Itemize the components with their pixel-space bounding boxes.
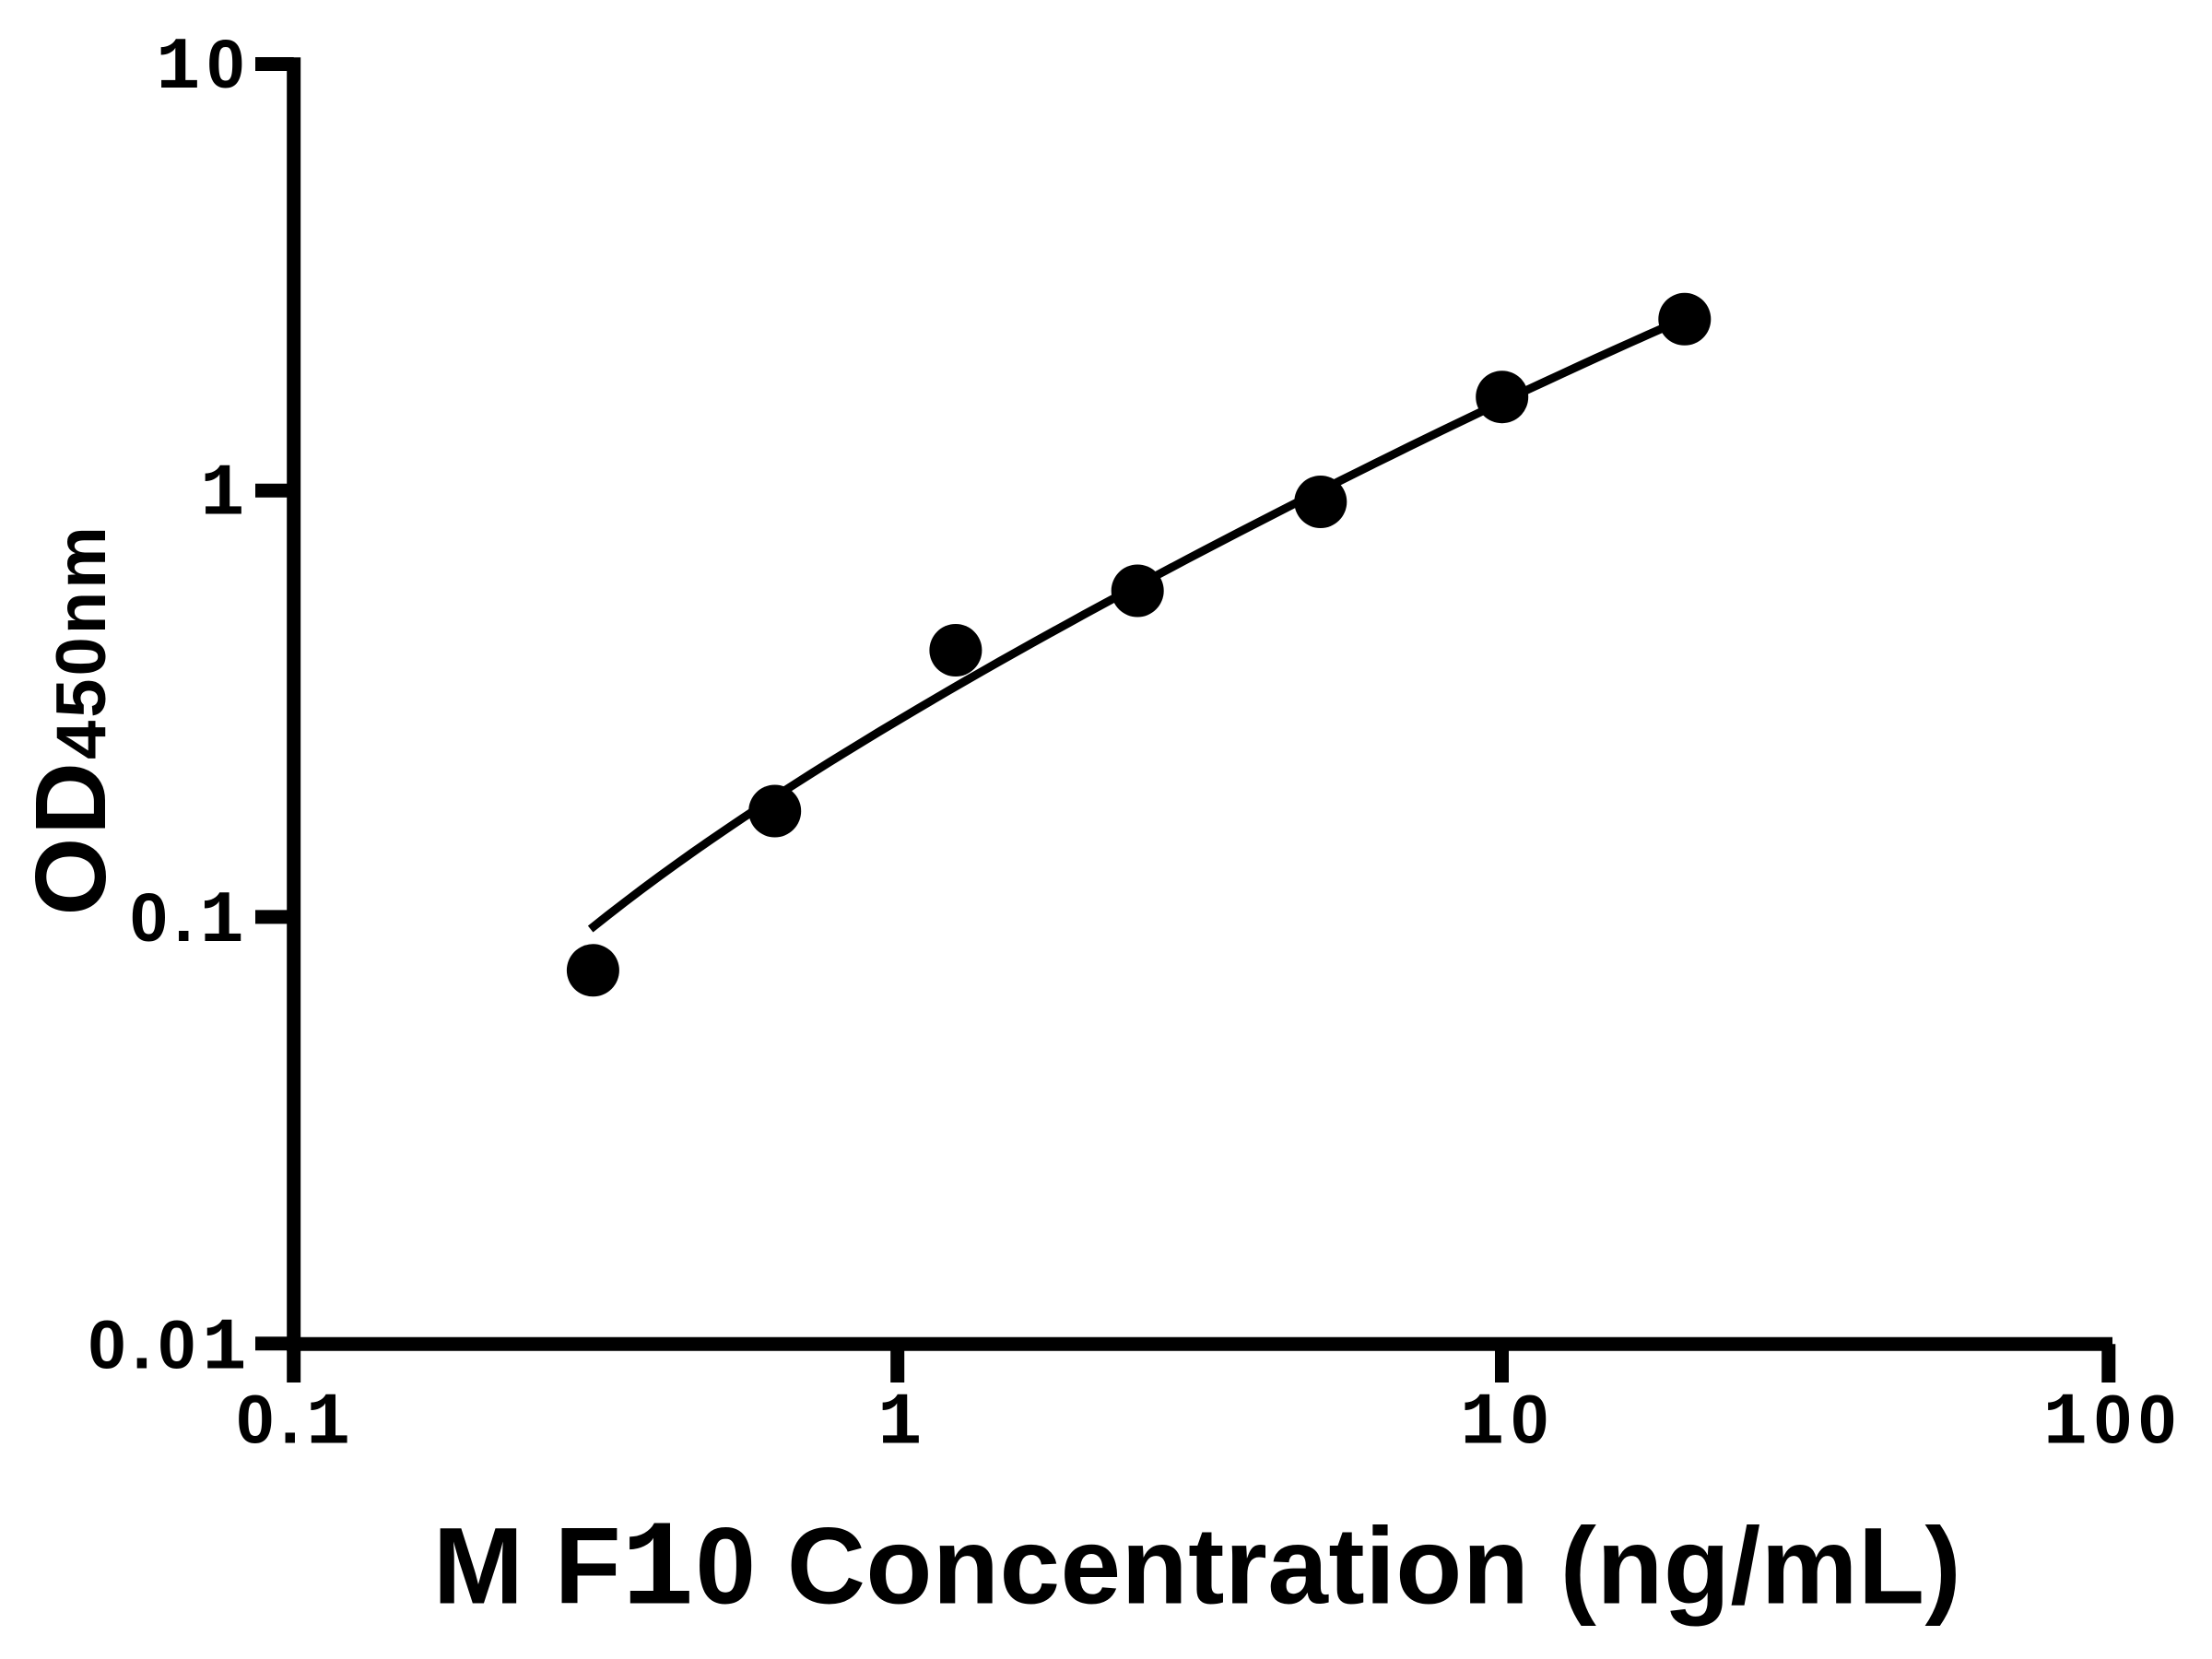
- svg-text:OD450nm: OD450nm: [15, 524, 127, 915]
- svg-text:M F10 Concentration (ng/mL): M F10 Concentration (ng/mL): [433, 1502, 1962, 1641]
- svg-text:0.01: 0.01: [88, 1307, 253, 1392]
- svg-text:0.1: 0.1: [130, 879, 251, 964]
- svg-text:10: 10: [1460, 1382, 1555, 1466]
- svg-text:10: 10: [156, 26, 251, 111]
- svg-text:1: 1: [200, 453, 244, 537]
- svg-text:0.1: 0.1: [236, 1382, 357, 1466]
- svg-text:100: 100: [2043, 1382, 2183, 1466]
- svg-text:1: 1: [877, 1382, 922, 1466]
